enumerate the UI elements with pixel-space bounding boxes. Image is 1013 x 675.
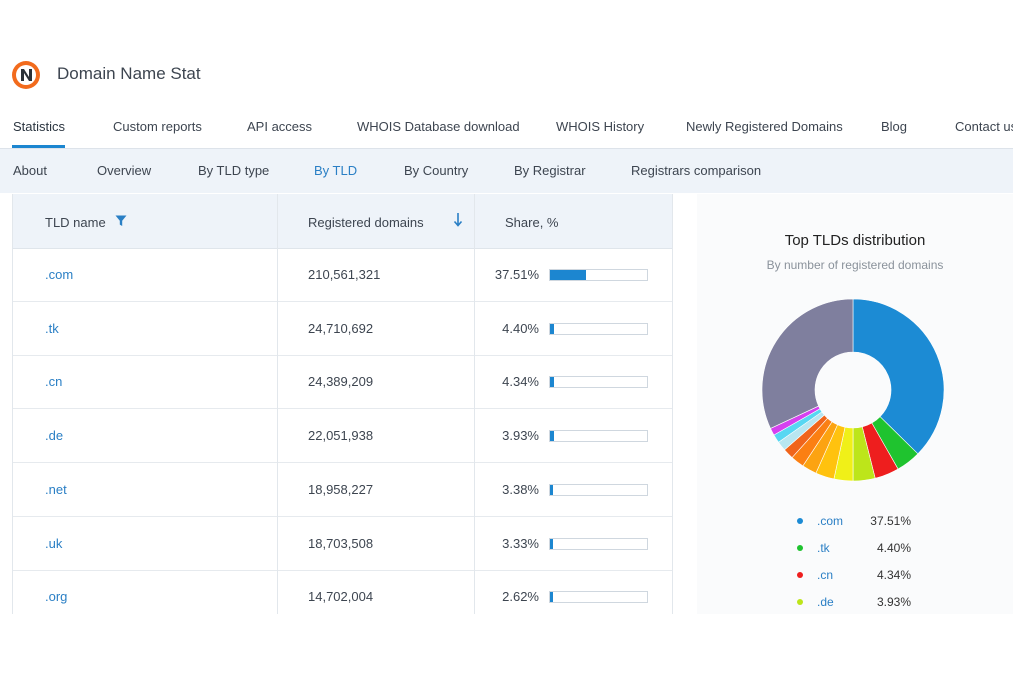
share-bar [549, 591, 648, 604]
table-row: .org 14,702,004 2.62% [13, 570, 672, 614]
sub-nav-by-country[interactable]: By Country [404, 163, 469, 178]
registered-count: 22,051,938 [308, 428, 374, 444]
column-header-share[interactable]: Share, % [475, 194, 672, 248]
tld-link[interactable]: .tk [45, 320, 59, 336]
main-nav-blog[interactable]: Blog [881, 119, 908, 134]
table-row: .com 210,561,321 37.51% [13, 248, 672, 302]
chart-title: Top TLDs distribution [784, 232, 926, 249]
main-nav-statistics[interactable]: Statistics [13, 119, 66, 134]
sub-nav-about[interactable]: About [13, 163, 47, 178]
share-bar [549, 322, 648, 335]
legend-item[interactable]: .tk 4.40% [797, 540, 917, 558]
legend-dot [797, 518, 803, 524]
share-bar [549, 537, 648, 550]
table-header: TLD name Registered domains Share, % [13, 194, 672, 249]
table-row: .de 22,051,938 3.93% [13, 409, 672, 464]
legend-share: 3.93% [876, 595, 911, 609]
tld-link[interactable]: .de [45, 428, 64, 444]
share-bar-fill [550, 538, 554, 549]
registered-count: 210,561,321 [308, 267, 381, 282]
main-nav-custom-reports[interactable]: Custom reports [113, 119, 202, 134]
share-value: 37.51% [494, 267, 539, 282]
sub-nav-by-registrar[interactable]: By Registrar [514, 163, 586, 178]
share-bar-fill [550, 270, 587, 280]
share-bar-fill [550, 377, 555, 388]
donut-slice-0[interactable] [852, 298, 945, 455]
main-nav-whois-database-download[interactable]: WHOIS Database download [357, 119, 520, 134]
legend-item[interactable]: .com 37.51% [797, 513, 917, 531]
share-value: 4.40% [502, 320, 539, 336]
share-value: 3.33% [502, 535, 539, 551]
column-header-registered[interactable]: Registered domains [278, 194, 474, 248]
main-nav-whois-history[interactable]: WHOIS History [556, 119, 645, 134]
sub-nav-by-tld[interactable]: By TLD [314, 163, 358, 178]
share-bar-fill [550, 592, 553, 603]
site-title[interactable]: Domain Name Stat [57, 64, 201, 83]
site-logo-icon[interactable] [11, 60, 41, 90]
tld-link[interactable]: .com [45, 267, 74, 282]
legend-item[interactable]: .de 3.93% [797, 594, 917, 612]
share-bar-fill [550, 484, 554, 495]
chart-subtitle: By number of registered domains [766, 258, 944, 272]
share-bar [549, 483, 648, 496]
tld-link[interactable]: .org [45, 589, 68, 605]
share-bar [549, 269, 648, 281]
share-value: 3.93% [502, 428, 539, 444]
share-bar [549, 430, 648, 443]
column-divider [474, 194, 475, 614]
registered-count: 18,703,508 [308, 535, 374, 551]
legend-item[interactable]: .cn 4.34% [797, 567, 917, 585]
sort-down-arrow-icon[interactable] [453, 213, 463, 227]
legend-tld: .cn [817, 568, 834, 582]
donut-slice-12[interactable] [761, 298, 854, 429]
registered-count: 18,958,227 [308, 481, 374, 497]
main-nav-newly-registered-domains[interactable]: Newly Registered Domains [686, 119, 843, 134]
tld-donut-chart[interactable] [761, 298, 945, 482]
legend-tld: .tk [817, 541, 830, 555]
column-divider [277, 194, 278, 614]
sub-nav: About Overview By TLD type By TLD By Cou… [0, 149, 1013, 193]
table-row: .tk 24,710,692 4.40% [13, 302, 672, 356]
chart-panel: Top TLDs distribution By number of regis… [697, 194, 1013, 614]
main-nav-contact-us[interactable]: Contact us [955, 119, 1013, 134]
legend-share: 4.34% [876, 568, 911, 582]
active-tab-indicator [12, 145, 65, 148]
registered-count: 24,389,209 [308, 374, 374, 390]
share-bar [549, 376, 648, 389]
share-bar-fill [550, 431, 554, 442]
table-row: .cn 24,389,209 4.34% [13, 355, 672, 410]
tld-link[interactable]: .net [45, 481, 67, 497]
legend-dot [797, 545, 803, 551]
column-header-registered-label: Registered domains [308, 215, 424, 230]
column-header-tld[interactable]: TLD name [13, 194, 277, 248]
column-header-share-label: Share, % [505, 215, 559, 230]
sub-nav-registrars-comparison[interactable]: Registrars comparison [631, 163, 762, 178]
legend-share: 37.51% [870, 514, 911, 528]
share-bar-fill [550, 323, 555, 334]
table-row: .uk 18,703,508 3.33% [13, 517, 672, 571]
registered-count: 14,702,004 [308, 589, 374, 605]
tld-link[interactable]: .cn [45, 374, 63, 390]
filter-icon[interactable] [115, 215, 127, 227]
legend-dot [797, 572, 803, 578]
sub-nav-overview[interactable]: Overview [97, 163, 152, 178]
tld-link[interactable]: .uk [45, 535, 63, 551]
share-value: 3.38% [502, 481, 539, 497]
main-nav-api-access[interactable]: API access [247, 119, 313, 134]
registered-count: 24,710,692 [308, 320, 374, 336]
legend-share: 4.40% [876, 541, 911, 555]
tld-table: TLD name Registered domains Share, % .co… [12, 194, 673, 614]
legend-tld: .com [817, 514, 844, 528]
main-nav: Statistics Custom reports API access WHO… [0, 110, 1013, 149]
share-value: 4.34% [502, 374, 539, 390]
legend-tld: .de [817, 595, 834, 609]
table-row: .net 18,958,227 3.38% [13, 463, 672, 517]
sub-nav-by-tld-type[interactable]: By TLD type [198, 163, 270, 178]
site-header: Domain Name Stat [0, 0, 1013, 110]
legend-dot [797, 599, 803, 605]
share-value: 2.62% [502, 589, 539, 605]
column-header-tld-label: TLD name [45, 215, 106, 230]
